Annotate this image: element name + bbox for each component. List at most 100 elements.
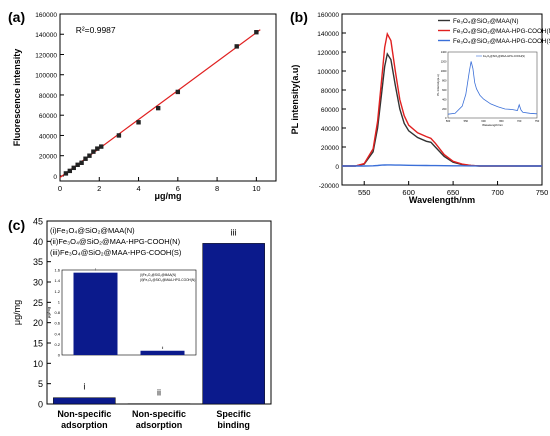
panel-b-yaxis-title: PL intensity(a.u) — [290, 65, 300, 135]
panel-a-data-point — [155, 105, 161, 111]
panel-a-data-point — [136, 120, 141, 125]
panel-b-inset-ytick-label: 800 — [442, 78, 447, 82]
panel-c-bar-3 — [202, 243, 265, 405]
panel-c-category-label: Non-specific — [132, 409, 186, 419]
panel-c-category-label: Non-specific — [57, 409, 111, 419]
panel-c-ytick-label: 15 — [33, 339, 43, 349]
panel-b-inset-frame — [447, 51, 538, 119]
panel-a-ytick-label: 100000 — [35, 73, 57, 80]
panel-a-ytick-label: 0 — [53, 174, 57, 181]
panel-a-data-point — [67, 168, 73, 174]
panel-c-inset-legend-line: (ii)Fe₃O₄@SiO₂@MAA-HPG-COOH(N) — [140, 278, 195, 282]
panel-c-inset-ytick-label: 0.2 — [54, 342, 60, 347]
panel-b-series-line-3 — [342, 164, 542, 167]
panel-b-xtick-label: 700 — [491, 188, 504, 197]
panel-c-ytick-label: 35 — [33, 257, 43, 267]
panel-b-inset-series-line — [447, 61, 538, 115]
panel-b-ytick-label: 60000 — [321, 107, 339, 114]
panel-c-category-label: adsorption — [136, 420, 183, 430]
panel-a-xaxis-title: μg/mg — [154, 191, 181, 201]
panel-a-xtick-label: 0 — [58, 184, 62, 193]
panel-a-ytick-label: 20000 — [39, 154, 57, 161]
panel-c-inset-ytick-label: 1.6 — [54, 268, 60, 273]
panel-a-data-point — [99, 144, 104, 149]
panel-b-ytick-label: 80000 — [321, 88, 339, 95]
panel-a-xtick-label: 2 — [97, 184, 101, 193]
panel-c-legend-line: (ii)Fe₃O₄@SiO₂@MAA-HPG-COOH(N) — [50, 237, 181, 246]
panel-a-data-point — [116, 133, 122, 138]
panel-c-chart: (c)051015202530354045iNon-specificadsorp… — [8, 217, 272, 430]
panel-a-data-point — [175, 89, 181, 95]
panel-c-inset-ytick-label: 0.6 — [54, 321, 60, 326]
panel-b-ytick-label: 0 — [335, 164, 339, 171]
panel-c-inset-ytick-label: 1 — [58, 299, 61, 304]
panel-b-inset-xtick-label: 600 — [481, 119, 486, 123]
panel-b-inset-xtick-label: 650 — [499, 119, 504, 123]
panel-b-ytick-label: -20000 — [319, 183, 340, 190]
panel-b-ytick-label: 20000 — [321, 145, 339, 152]
panel-b-inset-xtick-label: 750 — [535, 119, 540, 123]
panel-a-ytick-label: 120000 — [35, 52, 57, 59]
panel-a-ytick-label: 40000 — [39, 133, 57, 140]
panel-c-ytick-label: 45 — [33, 217, 43, 227]
panel-c-ytick-label: 25 — [33, 298, 43, 308]
panel-b-inset-xaxis-title: Wavelength/nm — [482, 123, 503, 127]
panel-c-inset-yaxis-title: μg/mg — [46, 307, 51, 318]
panel-c-inset-ytick-label: 1.2 — [54, 289, 60, 294]
panel-b-inset-ytick-label: 0 — [445, 116, 447, 120]
panel-b-inset-xtick-label: 550 — [464, 119, 469, 123]
panel-a-xtick-label: 6 — [176, 184, 180, 193]
panel-a-ytick-label: 160000 — [35, 12, 57, 19]
panel-c-inset-ytick-label: 0.4 — [54, 331, 60, 336]
panel-c-legend-line: (iii)Fe₃O₄@SiO₂@MAA-HPG-COOH(S) — [50, 248, 182, 257]
panel-b-inset-ytick-label: 1200 — [441, 60, 447, 64]
panel-a-tag: (a) — [8, 9, 25, 25]
panel-c-ytick-label: 30 — [33, 278, 43, 288]
panel-a-data-point — [87, 153, 92, 158]
panel-a-xtick-label: 8 — [215, 184, 219, 193]
panel-b-inset-xtick-label: 500 — [446, 119, 451, 123]
panel-a-data-point — [234, 44, 239, 49]
panel-a-chart: (a) 0 20000 40000 60000 80000 100000 120000 1400… — [8, 9, 277, 201]
panel-c-inset-bar-label: ii — [162, 346, 164, 350]
panel-a-data-point — [254, 30, 259, 35]
panel-a-data-point — [83, 156, 88, 161]
panel-b-legend-label: Fe₃O₄@SiO₂@MAA(N) — [453, 18, 519, 25]
panel-c-inset-legend-line: (i)Fe₃O₄@SiO₂@MAA(N) — [140, 273, 176, 277]
panel-a-data-point — [91, 149, 96, 154]
panel-c-yaxis-title: μg/mg — [12, 300, 22, 325]
panel-b-tag: (b) — [290, 9, 308, 25]
panel-b-inset-ytick-label: 1000 — [441, 69, 447, 73]
panel-a-r2-annotation: R²=0.9987 — [76, 25, 116, 35]
panel-c-bar-label: ii — [157, 388, 161, 398]
panel-a-xtick-label: 10 — [252, 184, 260, 193]
panel-b-ytick-label: 140000 — [317, 31, 339, 38]
panel-c-bar-label: iii — [231, 227, 237, 237]
panel-a-plot-frame — [59, 13, 277, 182]
panel-b-xtick-label: 750 — [536, 188, 549, 197]
panel-b-legend-label: Fe₃O₄@SiO₂@MAA-HPG-COOH(S) — [453, 38, 550, 45]
panel-b-ytick-label: 40000 — [321, 126, 339, 133]
panel-b-legend-label: Fe₃O₄@SiO₂@MAA-HPG-COOH(N) — [453, 28, 550, 35]
panel-a-data-point — [79, 160, 84, 165]
panel-c-category-label: Specific — [216, 409, 251, 419]
panel-b-xaxis-title: Wavelength/nm — [409, 195, 475, 205]
panel-a-data-point — [71, 165, 76, 171]
panel-c-ytick-label: 0 — [38, 400, 43, 410]
panel-c-ytick-label: 40 — [33, 237, 43, 247]
panel-c-tag: (c) — [8, 217, 25, 233]
panel-b-plot-frame — [341, 13, 543, 186]
panel-a-data-point — [75, 162, 80, 168]
panel-b-chart: (b) -20000 0 20000 40000 60000 80000 100000 1200… — [290, 9, 550, 205]
panel-b-inset-xtick-label: 700 — [517, 119, 522, 123]
panel-b-ytick-label: 100000 — [317, 69, 339, 76]
panel-c-ytick-label: 20 — [33, 318, 43, 328]
panel-b-ytick-label: 160000 — [317, 12, 339, 19]
panel-c-legend-line: (i)Fe₃O₄@SiO₂@MAA(N) — [50, 226, 135, 235]
panel-a-data-point — [95, 146, 100, 151]
panel-c-category-label: adsorption — [61, 420, 108, 430]
panel-b-inset-ytick-label: 1400 — [441, 50, 447, 54]
panel-a-yaxis-title: Fluorescence intensity — [12, 49, 22, 147]
panel-b-xtick-label: 600 — [402, 188, 415, 197]
